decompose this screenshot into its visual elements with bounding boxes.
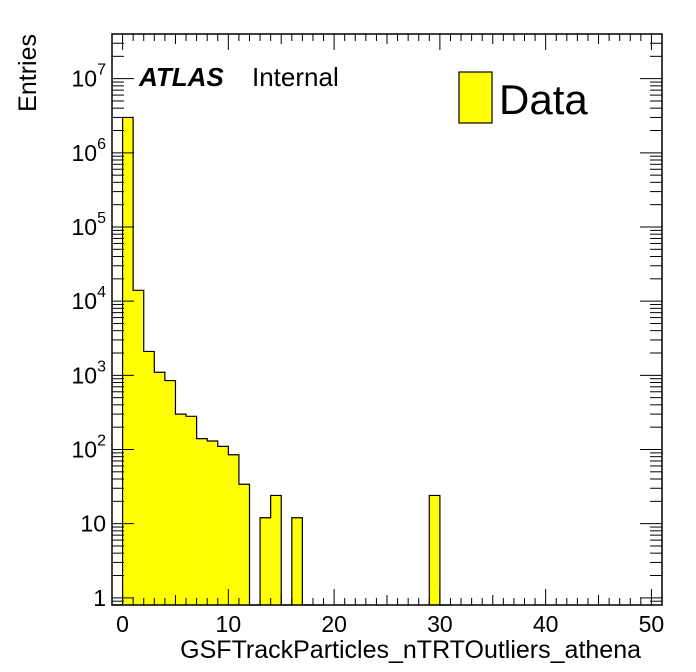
histogram-bar	[186, 416, 197, 605]
histogram-bars	[122, 117, 440, 605]
x-tick-label: 50	[639, 611, 665, 637]
x-tick-label: 30	[427, 611, 453, 637]
y-tick-label: 104	[72, 284, 107, 314]
histogram-bar	[154, 372, 165, 605]
x-axis-title: GSFTrackParticles_nTRTOutliers_athena	[180, 636, 641, 664]
legend-label: Data	[499, 76, 588, 123]
y-axis-title: Entries	[14, 34, 42, 112]
histogram-bar	[238, 484, 250, 605]
histogram-bar	[196, 438, 208, 605]
histogram-bar	[207, 441, 218, 605]
histogram-bar	[133, 290, 144, 605]
y-tick-label: 102	[72, 432, 107, 462]
histogram-bar	[175, 414, 187, 605]
x-axis-tick-labels: 0 10 20 30 40 50	[116, 611, 664, 637]
atlas-label: ATLAS	[138, 62, 224, 92]
y-tick-label: 1	[93, 585, 106, 611]
histogram-bar	[143, 351, 155, 605]
y-axis-tick-labels: 1 10 102 103 104 105 106 107	[72, 62, 107, 611]
histogram-bar	[270, 495, 282, 605]
y-axis-ticks	[112, 33, 662, 606]
y-tick-label: 107	[72, 62, 107, 92]
legend-swatch	[458, 71, 493, 124]
histogram-bar	[217, 446, 229, 605]
x-axis-ticks	[111, 34, 663, 605]
x-tick-label: 20	[321, 611, 347, 637]
histogram-bar	[260, 517, 271, 605]
x-tick-label: 0	[116, 611, 129, 637]
y-tick-label: 103	[72, 358, 107, 388]
internal-label: Internal	[252, 62, 339, 92]
histogram-bar	[291, 517, 303, 605]
histogram-bar	[429, 495, 440, 605]
y-tick-label: 106	[72, 136, 107, 166]
y-tick-label: 105	[72, 210, 107, 240]
y-tick-label: 10	[80, 511, 106, 537]
histogram-bar	[228, 454, 239, 605]
histogram-bar	[164, 380, 176, 605]
histogram-bar	[122, 117, 134, 605]
x-tick-label: 40	[533, 611, 559, 637]
x-tick-label: 10	[216, 611, 242, 637]
